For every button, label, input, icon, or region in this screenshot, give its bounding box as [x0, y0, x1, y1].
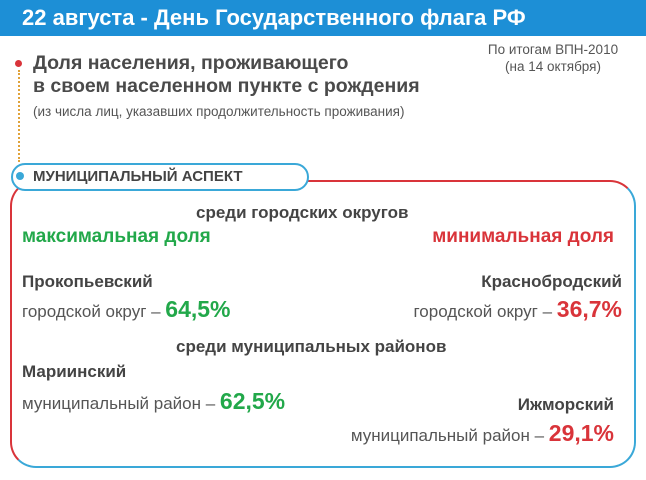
section-cities: среди городских округов [196, 203, 409, 222]
aspect-pill [11, 163, 309, 191]
source-line-2: (на 14 октября) [505, 59, 601, 74]
aspect-dot-icon [16, 172, 24, 180]
district-min-type: муниципальный район – [350, 426, 549, 445]
district-min-value: 29,1% [548, 420, 614, 446]
district-min-line: муниципальный район – 29,1% [351, 420, 614, 447]
city-max-value: 64,5% [165, 296, 231, 322]
district-max-name: Мариинский [22, 362, 127, 381]
source-line-1: По итогам ВПН-2010 [487, 42, 619, 57]
slide-title: Доля населения, проживающего в своем нас… [33, 52, 420, 98]
district-max-type: муниципальный район – [22, 394, 220, 413]
district-max-line: муниципальный район – 62,5% [22, 388, 285, 415]
slide-title-line-2: в своем населенном пункте с рождения [33, 75, 420, 97]
district-min-name: Ижморский [517, 395, 614, 414]
city-max-type: городской округ – [22, 302, 166, 321]
city-min-name: Краснобродский [481, 272, 622, 291]
city-max-line: городской округ – 64,5% [22, 296, 231, 323]
city-max-name: Прокопьевский [22, 272, 153, 291]
aspect-label: МУНИЦИПАЛЬНЫЙ АСПЕКТ [33, 168, 243, 185]
content-frame [10, 180, 636, 468]
dotted-connector [18, 70, 20, 162]
slide-title-line-1: Доля населения, проживающего [33, 52, 349, 74]
city-min-value: 36,7% [556, 296, 622, 322]
section-districts: среди муниципальных районов [176, 337, 447, 356]
slide-subtitle: (из числа лиц, указавших продолжительнос… [33, 104, 405, 119]
source-note: По итогам ВПН-2010 (на 14 октября) [468, 41, 638, 75]
title-bullet-icon [15, 60, 22, 67]
min-share-label: минимальная доля [432, 226, 614, 247]
header-banner: 22 августа - День Государственного флага… [0, 0, 646, 36]
city-min-line: городской округ – 36,7% [413, 296, 622, 323]
district-max-value: 62,5% [219, 388, 286, 414]
header-title: 22 августа - День Государственного флага… [22, 5, 526, 30]
city-min-type: городской округ – [413, 302, 557, 321]
max-share-label: максимальная доля [22, 226, 211, 247]
